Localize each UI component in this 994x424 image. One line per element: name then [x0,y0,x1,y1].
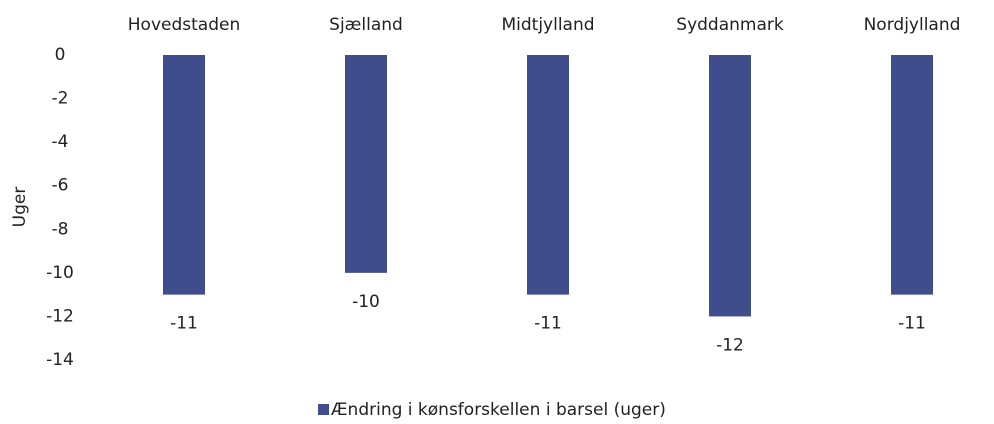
x-tick-label: Sjælland [329,15,403,35]
x-tick-label: Hovedstaden [128,15,240,35]
data-label: -12 [716,335,744,355]
x-tick-label: Syddanmark [676,15,784,35]
y-tick-label: 0 [55,45,66,65]
y-tick-label: -2 [52,89,69,109]
y-tick-label: -14 [46,350,74,370]
y-tick-label: -12 [46,306,74,326]
legend-swatch [318,404,329,415]
y-tick-label: -6 [52,176,69,196]
legend-label: Ændring i kønsforskellen i barsel (uger) [331,400,666,420]
x-tick-label: Midtjylland [501,15,594,35]
data-label: -10 [352,292,380,312]
bar [891,55,933,295]
bar [163,55,205,295]
data-label: -11 [534,314,562,334]
bar [345,55,387,273]
bar [527,55,569,295]
bar [709,55,751,317]
y-axis-label: Uger [10,187,30,228]
data-label: -11 [170,314,198,334]
data-label: -11 [898,314,926,334]
x-tick-label: Nordjylland [864,15,961,35]
y-tick-label: -8 [52,219,69,239]
y-tick-label: -4 [52,132,69,152]
y-tick-label: -10 [46,263,74,283]
